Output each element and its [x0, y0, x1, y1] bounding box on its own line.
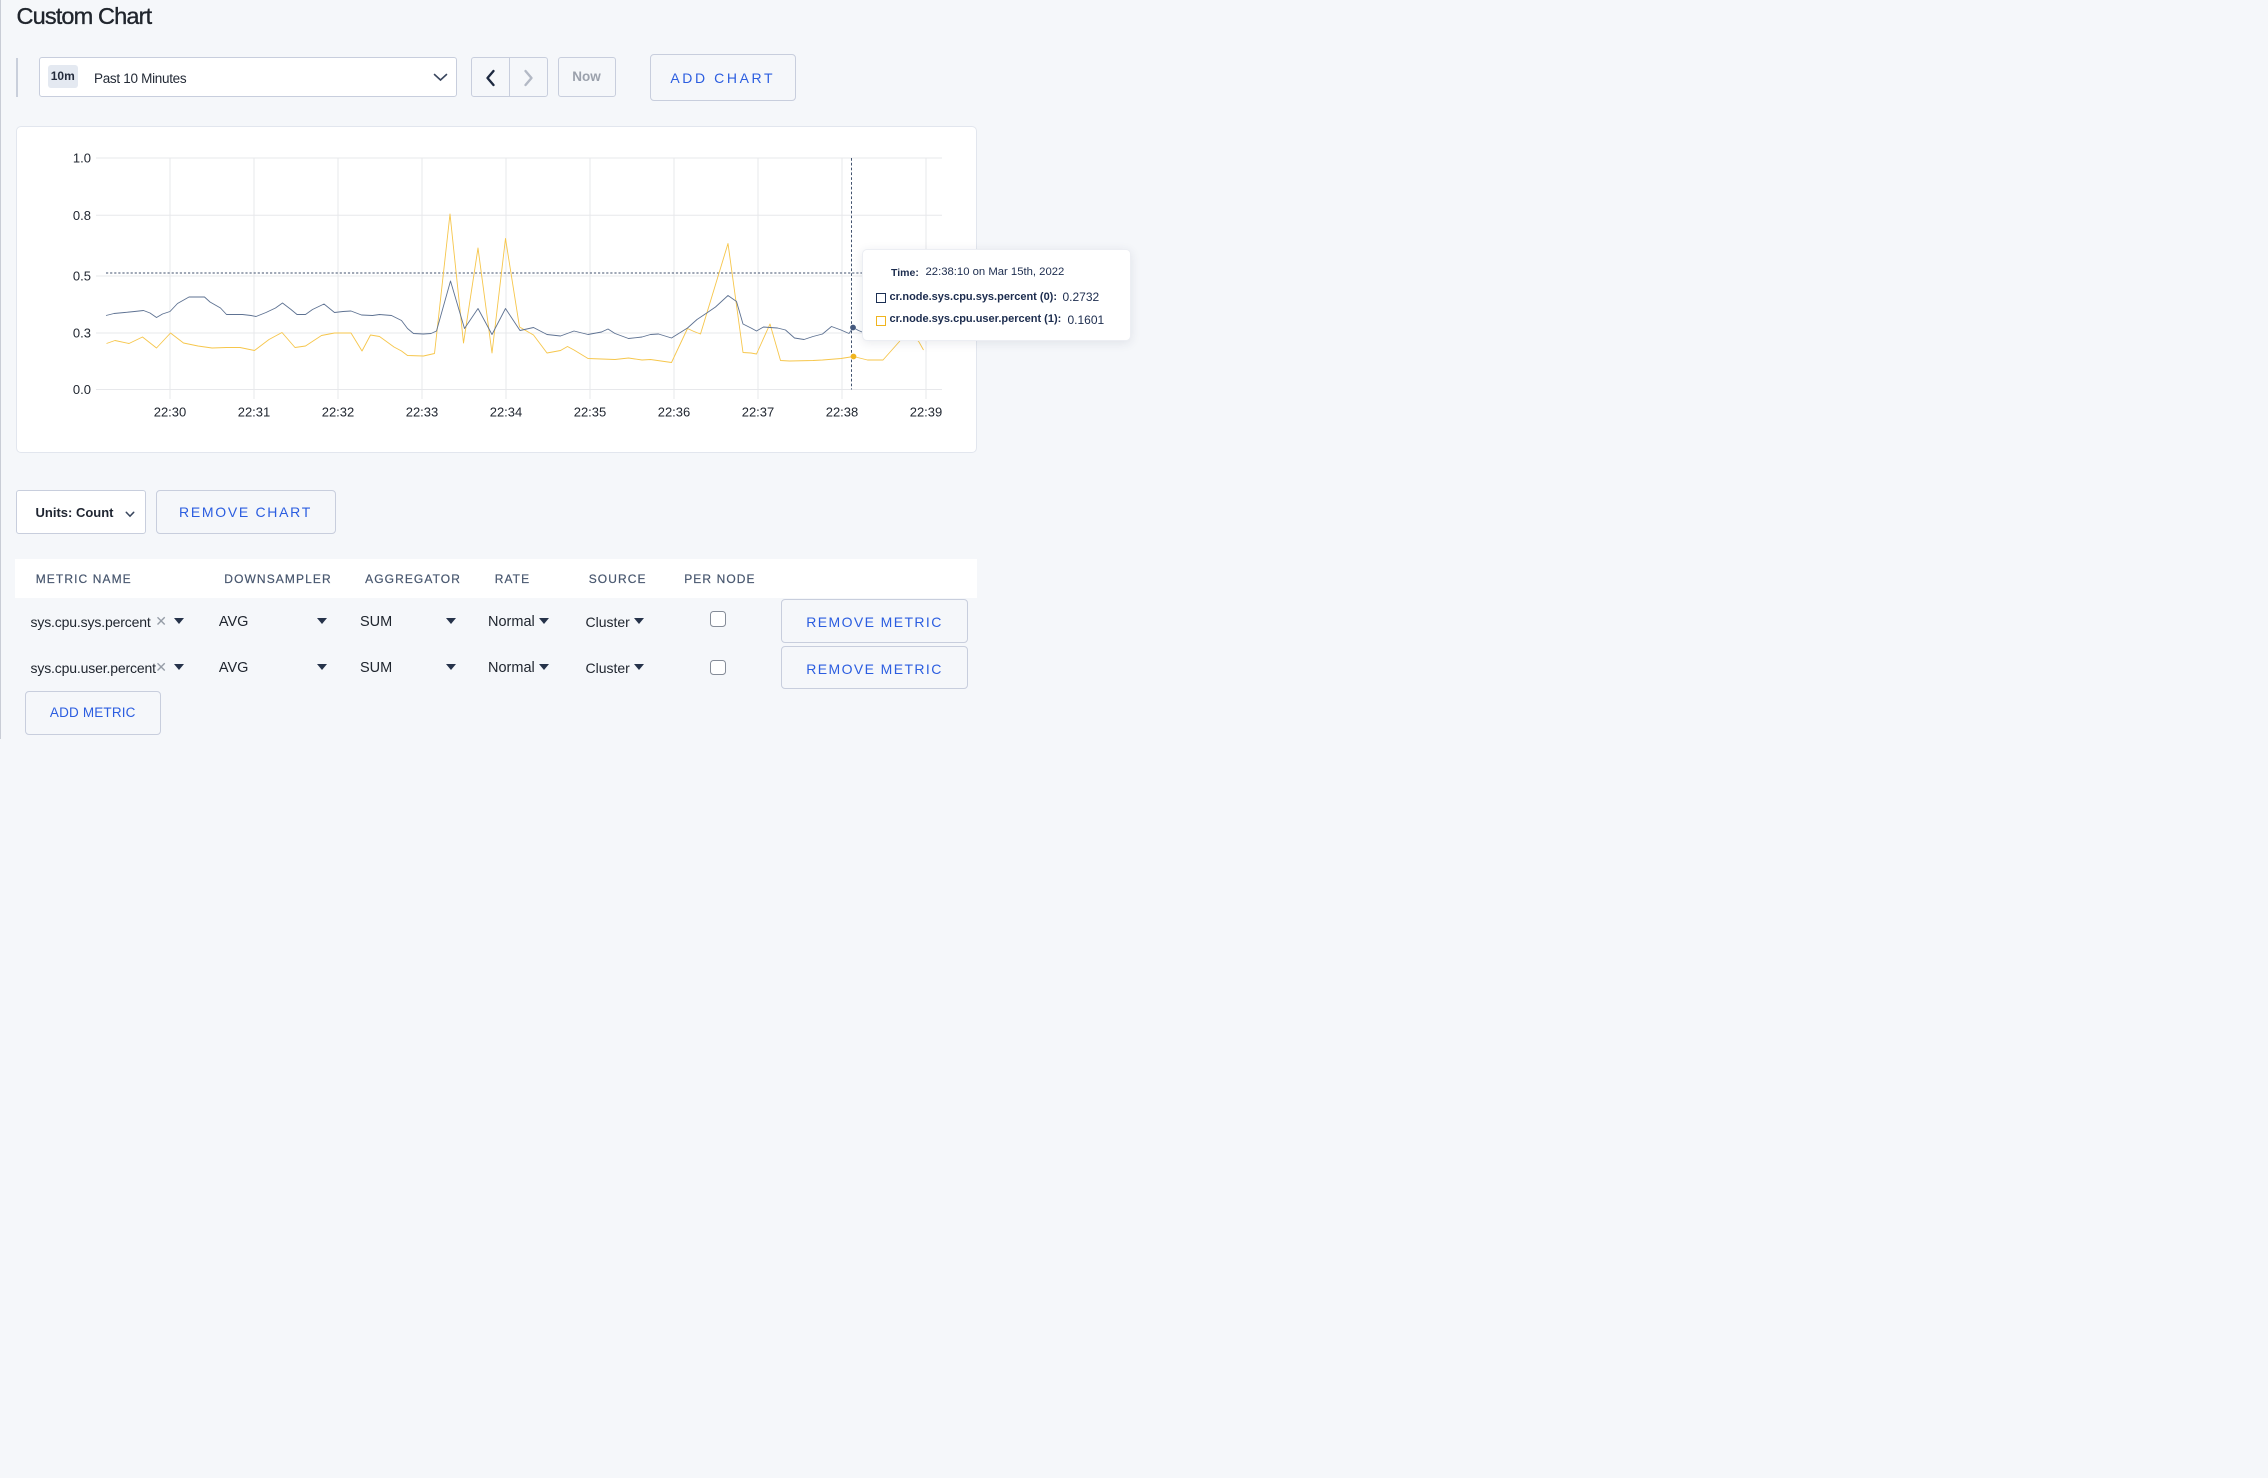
svg-text:22:32: 22:32	[321, 405, 354, 420]
svg-text:22:39: 22:39	[909, 405, 942, 420]
svg-text:1.0: 1.0	[72, 151, 90, 166]
svg-text:0.0: 0.0	[72, 382, 90, 397]
svg-text:22:37: 22:37	[741, 405, 774, 420]
svg-text:22:35: 22:35	[573, 405, 606, 420]
svg-text:22:36: 22:36	[657, 405, 690, 420]
svg-text:0.8: 0.8	[72, 208, 90, 223]
svg-text:0.3: 0.3	[72, 326, 90, 341]
svg-text:22:31: 22:31	[237, 405, 270, 420]
svg-text:22:30: 22:30	[153, 405, 186, 420]
svg-text:0.5: 0.5	[72, 269, 90, 284]
svg-text:22:38: 22:38	[825, 405, 858, 420]
svg-text:22:33: 22:33	[405, 405, 438, 420]
svg-text:22:34: 22:34	[489, 405, 522, 420]
